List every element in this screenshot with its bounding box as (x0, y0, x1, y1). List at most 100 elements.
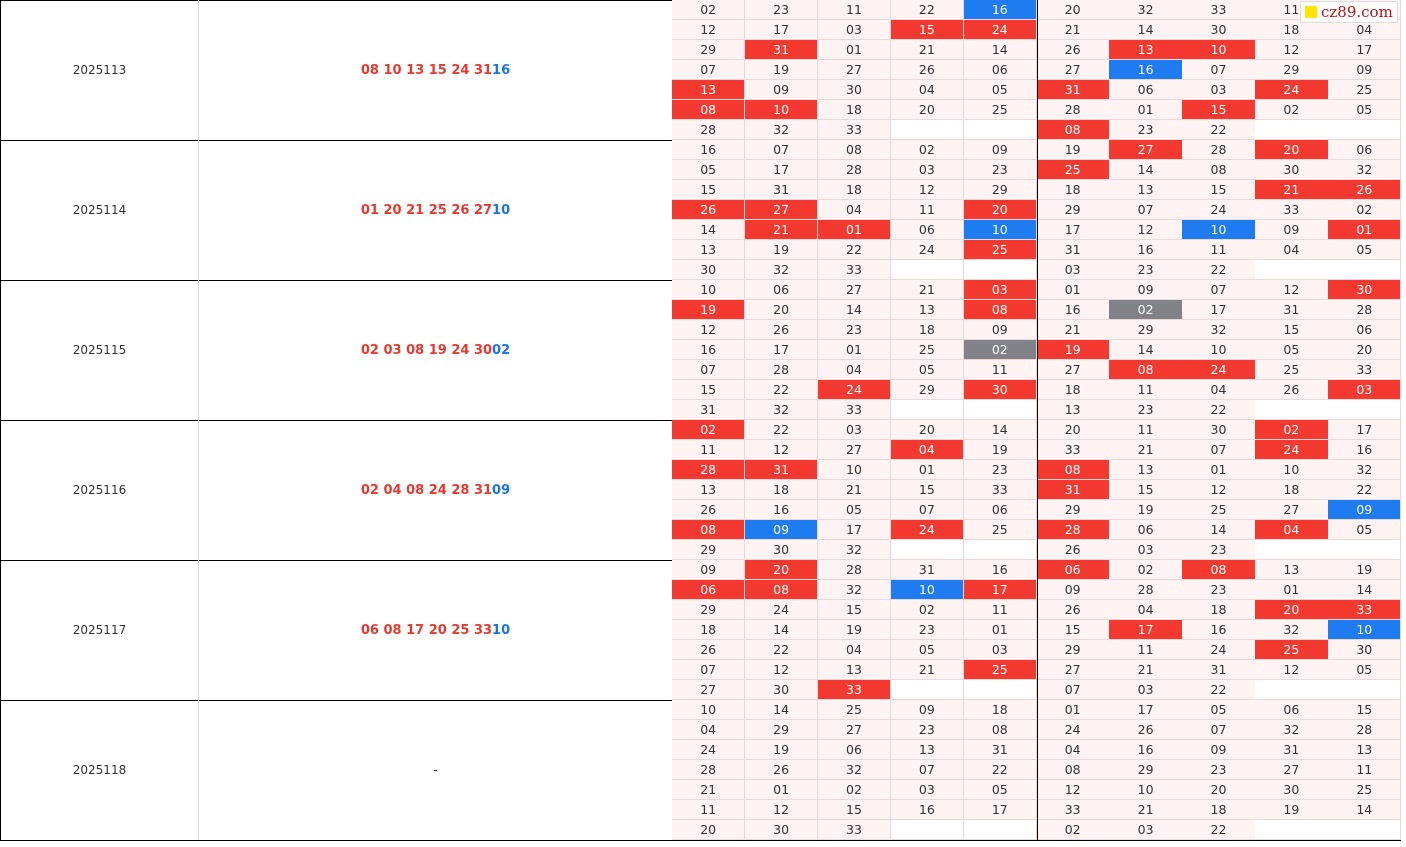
grid-cell (890, 400, 965, 420)
grid-cell: 29 (744, 720, 819, 740)
grid-cell: 10 (1182, 40, 1256, 60)
grid-cell: 24 (1255, 80, 1329, 100)
grid-cell: 33 (817, 400, 892, 420)
grid-cell: 01 (1036, 280, 1110, 300)
grid-cell: 08 (1036, 120, 1110, 140)
grid-cell: 15 (1255, 320, 1329, 340)
grid-cell: 10 (1328, 620, 1402, 640)
grid-cell: 14 (1109, 340, 1183, 360)
grid-cell: 06 (1328, 140, 1402, 160)
row-divider (0, 0, 672, 1)
grid-cell: 31 (672, 400, 746, 420)
grid-cell: 16 (744, 500, 819, 520)
draw-result: 01 20 21 25 26 27 10 (199, 140, 672, 280)
grid-cell: 17 (1109, 620, 1183, 640)
grid-cell: 32 (1328, 160, 1402, 180)
grid-cell: 03 (817, 20, 892, 40)
grid-cell: 33 (1255, 200, 1329, 220)
grid-cell: 16 (672, 340, 746, 360)
grid-cell: 04 (817, 640, 892, 660)
grid-cell: 03 (963, 640, 1037, 660)
grid-cell: 09 (1328, 60, 1402, 80)
grid-cell: 04 (1255, 520, 1329, 540)
grid-cell: 14 (1109, 160, 1183, 180)
grid-cell: 09 (744, 520, 819, 540)
grid-cell: 07 (1182, 60, 1256, 80)
grid-cell (890, 680, 965, 700)
grid-cell: 20 (744, 300, 819, 320)
grid-cell: 02 (1109, 560, 1183, 580)
grid-cell: 29 (1036, 200, 1110, 220)
grid-cell: 32 (817, 580, 892, 600)
grid-cell: 02 (817, 780, 892, 800)
grid-cell (890, 120, 965, 140)
logo-text: cz89.com (1321, 3, 1393, 21)
grid-cell: 05 (817, 500, 892, 520)
grid-cell: 25 (1328, 80, 1402, 100)
grid-cell: 04 (1109, 600, 1183, 620)
grid-cell: 27 (1036, 660, 1110, 680)
grid-cell: 14 (963, 40, 1037, 60)
grid-cell: 10 (744, 100, 819, 120)
grid-cell: 11 (890, 200, 965, 220)
grid-cell: 21 (1255, 180, 1329, 200)
grid-cell: 33 (1328, 600, 1402, 620)
grid-cell: 25 (1255, 640, 1329, 660)
grid-cell: 22 (1182, 820, 1256, 840)
grid-cell: 04 (672, 720, 746, 740)
number-grid: 10 06 27 21 03 01 09 07 12 30 19 20 14 13 08 16 02 17 31 28… (672, 280, 1402, 420)
grid-cell: 11 (963, 600, 1037, 620)
grid-cell: 19 (744, 740, 819, 760)
period-row: 2025118-10 14 25 09 18 01 17 05 06 15 04 29 27 23 08 24… (0, 700, 1402, 840)
grid-cell: 04 (817, 200, 892, 220)
grid-cell: 11 (1109, 420, 1183, 440)
grid-cell: 07 (744, 140, 819, 160)
grid-cell: 12 (1182, 480, 1256, 500)
grid-cell: 15 (1182, 180, 1256, 200)
grid-cell: 05 (1328, 240, 1402, 260)
grid-cell: 23 (744, 0, 819, 20)
grid-cell: 30 (1328, 280, 1402, 300)
grid-cell: 05 (1328, 520, 1402, 540)
grid-cell: 30 (744, 540, 819, 560)
grid-cell: 16 (1109, 740, 1183, 760)
grid-cell: 27 (744, 200, 819, 220)
grid-cell: 30 (672, 260, 746, 280)
grid-cell: 17 (1182, 300, 1256, 320)
grid-cell: 17 (1036, 220, 1110, 240)
grid-cell: 07 (1182, 280, 1256, 300)
grid-cell: 13 (1328, 740, 1402, 760)
grid-cell: 28 (1036, 100, 1110, 120)
period-number: 2025115 (0, 280, 199, 420)
grid-cell: 21 (1109, 440, 1183, 460)
grid-cell: 15 (890, 480, 965, 500)
grid-cell: 16 (1182, 620, 1256, 640)
grid-cell: 32 (1255, 720, 1329, 740)
grid-cell: 22 (1182, 260, 1256, 280)
red-balls: 02 04 08 24 28 31 (360, 482, 493, 498)
grid-cell: 30 (963, 380, 1037, 400)
grid-cell: 29 (672, 540, 746, 560)
grid-cell: 08 (1182, 160, 1256, 180)
grid-cell: 02 (1109, 300, 1183, 320)
grid-cell (1328, 120, 1402, 140)
grid-cell: 14 (817, 300, 892, 320)
period-number: 2025116 (0, 420, 199, 560)
grid-cell: 01 (1182, 460, 1256, 480)
grid-cell (963, 400, 1037, 420)
grid-cell: 31 (1036, 80, 1110, 100)
grid-cell: 24 (1036, 720, 1110, 740)
grid-cell: 16 (1109, 240, 1183, 260)
grid-cell: 01 (744, 780, 819, 800)
grid-cell: 25 (1036, 160, 1110, 180)
grid-cell: 03 (817, 420, 892, 440)
grid-cell: 03 (1328, 380, 1402, 400)
grid-cell: 22 (963, 760, 1037, 780)
grid-cell: 16 (1328, 440, 1402, 460)
grid-cell: 11 (1109, 380, 1183, 400)
draw-result: 08 10 13 15 24 31 16 (199, 0, 672, 140)
grid-cell: 30 (744, 680, 819, 700)
grid-cell: 13 (890, 740, 965, 760)
grid-cell: 12 (744, 800, 819, 820)
